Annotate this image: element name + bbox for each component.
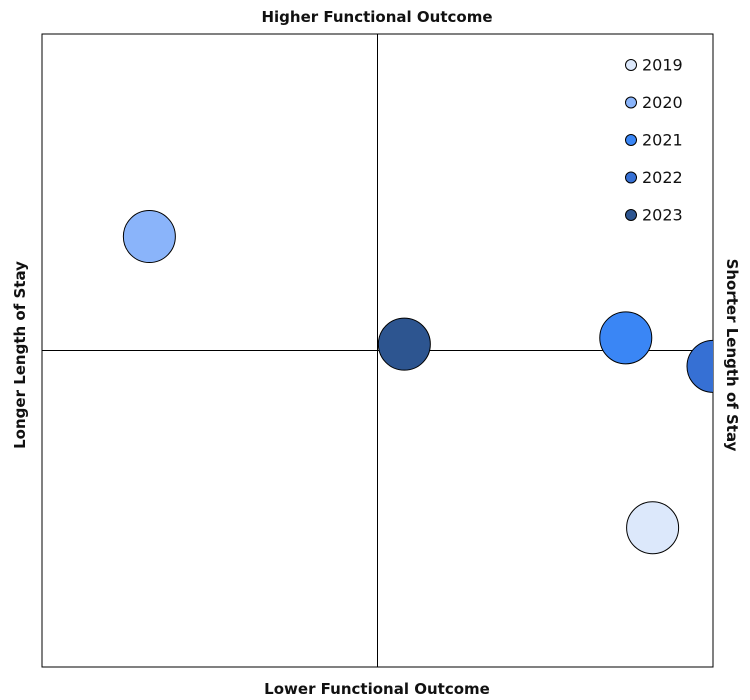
bubble-2023[interactable] <box>377 317 431 371</box>
bubble-2019[interactable] <box>626 501 680 555</box>
legend: 2019 2020 2021 2022 2023 <box>625 56 683 225</box>
legend-label-2022: 2022 <box>642 168 683 187</box>
quad-label-top: Higher Functional Outcome <box>261 8 492 26</box>
bubble-2020[interactable] <box>122 210 176 264</box>
quad-label-right: Shorter Length of Stay <box>723 259 741 452</box>
bubble-2021[interactable] <box>599 311 653 365</box>
legend-marker-2023 <box>625 209 637 221</box>
legend-label-2023: 2023 <box>642 206 683 225</box>
legend-label-2020: 2020 <box>642 93 683 112</box>
quad-label-left: Longer Length of Stay <box>11 261 29 449</box>
bubble-2022[interactable] <box>686 339 739 393</box>
quad-label-bottom: Lower Functional Outcome <box>264 680 490 698</box>
legend-marker-2021 <box>625 134 637 146</box>
legend-label-2019: 2019 <box>642 56 683 75</box>
legend-marker-2022 <box>625 171 637 184</box>
legend-marker-2020 <box>625 96 637 109</box>
legend-marker-2019 <box>625 59 637 71</box>
legend-label-2021: 2021 <box>642 131 683 150</box>
